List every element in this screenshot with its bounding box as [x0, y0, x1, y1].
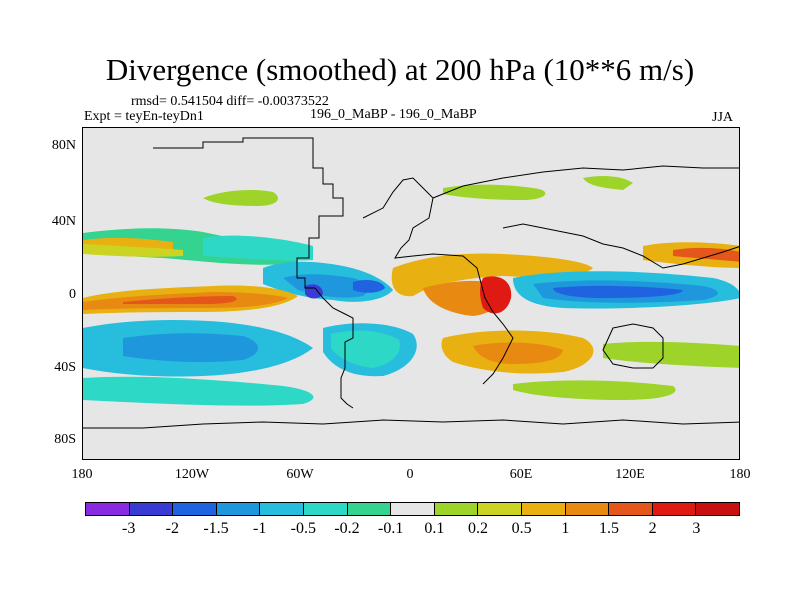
colorbar-swatch — [434, 503, 479, 515]
colorbar-label: -0.5 — [290, 520, 316, 537]
coast-asia-south — [502, 223, 739, 269]
colorbar-label: 0.2 — [468, 520, 488, 537]
field-yellow-sh-pacific-east — [513, 380, 676, 400]
lon-tick: 120W — [174, 467, 210, 482]
field-yellow-north-2 — [443, 184, 546, 200]
field-red-sh-indian — [473, 342, 563, 364]
field-darkblue-indopac — [553, 285, 683, 298]
field-darkblue-atlantic — [353, 280, 385, 293]
coast-north-america — [153, 137, 344, 289]
lon-tick: 180 — [729, 467, 751, 482]
colorbar-swatch — [303, 503, 348, 515]
coast-asia — [432, 165, 739, 199]
field-orange-africa — [391, 253, 593, 297]
colorbar-swatch — [478, 503, 522, 515]
lon-tick: 60W — [286, 467, 314, 482]
colorbar-label: -3 — [121, 520, 136, 537]
map-svg — [83, 128, 739, 459]
coast-south-america — [314, 287, 354, 409]
colorbar-label: -1.5 — [203, 520, 229, 537]
field-blue-tropics-w — [283, 274, 369, 298]
field-green-band-2 — [83, 244, 183, 257]
lon-tick: 0 — [406, 467, 414, 482]
experiment-label: Expt = teyEn-teyDn1 — [84, 109, 204, 124]
colorbar-label: 2 — [648, 520, 657, 537]
colorbar-swatch — [347, 503, 392, 515]
colorbar-swatch — [86, 503, 130, 515]
colorbar-label: 1.5 — [599, 520, 619, 537]
lon-tick: 180 — [71, 467, 93, 482]
field-yellow-sh-south — [603, 341, 739, 368]
field-yellow-north-3 — [583, 175, 633, 190]
field-deepred-africa — [480, 276, 512, 314]
colorbar-swatch — [129, 503, 174, 515]
field-deepred-pacific-eq — [123, 296, 237, 304]
lat-tick: 40N — [51, 214, 76, 229]
field-blue-sh-pacific — [123, 333, 258, 363]
lon-tick: 60E — [509, 467, 533, 482]
case-label: 196_0_MaBP - 196_0_MaBP — [310, 107, 477, 122]
field-red-wpac — [673, 247, 739, 262]
lon-tick: 120E — [615, 467, 645, 482]
colorbar-label: 0.5 — [511, 520, 532, 537]
coast-australia — [602, 323, 664, 369]
colorbar-label: 3 — [692, 520, 701, 537]
colorbar-swatch — [173, 503, 217, 515]
season-label: JJA — [712, 110, 734, 125]
coast-antarctica — [83, 419, 739, 429]
colorbar-swatch — [260, 503, 304, 515]
field-green-sh-south — [83, 376, 314, 406]
field-green-nh-pacific — [203, 235, 313, 261]
colorbar-label: -2 — [165, 520, 179, 537]
coastlines — [83, 137, 739, 429]
lat-tick: 80N — [51, 138, 76, 153]
colorbar-swatch — [391, 503, 435, 515]
colorbar-swatch — [696, 503, 739, 515]
colorbar-label: -1 — [252, 520, 267, 537]
colorbar-swatch — [216, 503, 261, 515]
lat-tick: 80S — [54, 432, 76, 447]
colorbar-swatch — [565, 503, 610, 515]
field-yellow-north — [203, 190, 278, 206]
colorbar-label: -0.2 — [334, 520, 360, 537]
colorbar-swatch — [521, 503, 566, 515]
lat-tick: 0 — [69, 287, 76, 302]
stats-label: rmsd= 0.541504 diff= -0.00373522 — [131, 94, 329, 109]
colorbar-swatch — [652, 503, 697, 515]
lat-tick: 40S — [54, 360, 76, 375]
plot-title: Divergence (smoothed) at 200 hPa (10**6 … — [105, 52, 695, 87]
coast-europe-africa — [362, 177, 514, 385]
colorbar — [85, 502, 740, 516]
colorbar-label: 1 — [561, 520, 570, 537]
map-plot — [82, 127, 740, 460]
colorbar-swatch — [609, 503, 653, 515]
colorbar-label: -0.1 — [377, 520, 404, 537]
colorbar-label: 0.1 — [424, 520, 445, 537]
